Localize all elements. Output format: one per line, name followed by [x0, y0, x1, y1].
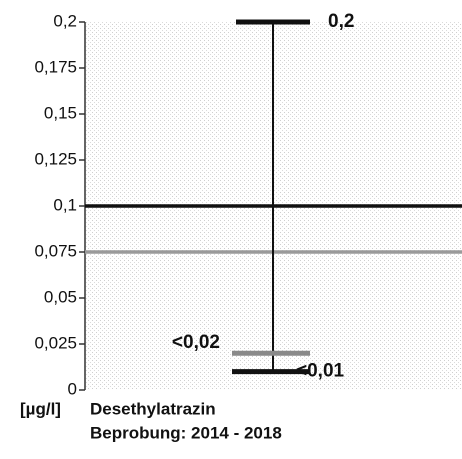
marker-label: <0,02 [172, 332, 220, 353]
marker-label: <0,01 [296, 361, 345, 382]
y-tick-label: 0,05 [44, 287, 77, 306]
y-tick-label: 0,175 [34, 57, 77, 76]
chart-title: Desethylatrazin [90, 399, 216, 418]
chart-subtitle: Beprobung: 2014 - 2018 [90, 423, 282, 442]
y-tick-label: 0,1 [53, 195, 77, 214]
y-tick-label: 0,2 [53, 11, 77, 30]
unit-label: [µg/l] [20, 399, 61, 418]
y-tick-label: 0 [68, 379, 77, 398]
marker-label: 0,2 [328, 11, 354, 32]
y-tick-label: 0,15 [44, 103, 77, 122]
y-tick-label: 0,075 [34, 241, 77, 260]
y-tick-label: 0,125 [34, 149, 77, 168]
y-tick-label: 0,025 [34, 333, 77, 352]
